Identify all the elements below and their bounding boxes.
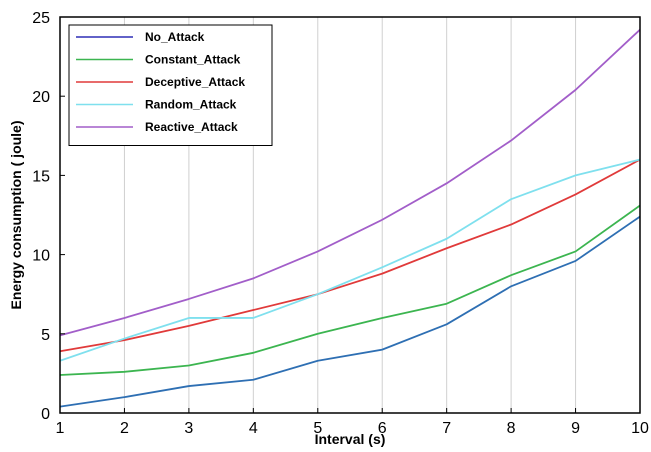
series-line-no-attack	[59, 215, 641, 408]
x-tick-label: 4	[249, 420, 258, 437]
legend-label: Reactive_Attack	[145, 120, 238, 134]
legend-label: Constant_Attack	[145, 53, 241, 67]
x-tick-label: 5	[313, 420, 322, 437]
series-line-reactive-attack	[59, 29, 641, 337]
x-tick-label: 9	[571, 420, 580, 437]
legend-box	[68, 24, 273, 146]
y-tick-label: 20	[32, 89, 50, 106]
series-lines	[59, 29, 641, 408]
y-tick-labels: 0 5 10 15 20 25	[32, 10, 65, 423]
series-line-deceptive-attack	[59, 158, 641, 353]
y-tick-label: 0	[41, 406, 50, 423]
x-tick-label: 6	[378, 420, 387, 437]
x-axis-title: Interval (s)	[315, 431, 386, 447]
x-tick-label: 10	[631, 420, 649, 437]
legend-label: No_Attack	[145, 30, 205, 44]
x-tick-label: 8	[507, 420, 516, 437]
x-tick-label: 2	[120, 420, 129, 437]
series-line-constant-attack	[59, 204, 641, 376]
x-tick-labels: 1 2 3 4 5 6 7 8 9 10	[56, 408, 649, 437]
y-tick-label: 5	[41, 327, 50, 344]
x-tick-label: 1	[56, 420, 65, 437]
legend: No_Attack Constant_Attack Deceptive_Attack…	[68, 24, 273, 146]
y-tick-label: 10	[32, 248, 50, 265]
y-tick-label: 15	[32, 168, 50, 185]
plot-frame	[59, 16, 641, 414]
legend-label: Random_Attack	[145, 98, 237, 112]
legend-label: Deceptive_Attack	[145, 75, 245, 89]
series-line-random-attack	[59, 158, 641, 362]
y-axis-title: Energy consumption ( joule)	[8, 120, 24, 309]
x-tick-label: 3	[184, 420, 193, 437]
y-tick-label: 25	[32, 10, 50, 27]
x-tick-label: 7	[442, 420, 451, 437]
